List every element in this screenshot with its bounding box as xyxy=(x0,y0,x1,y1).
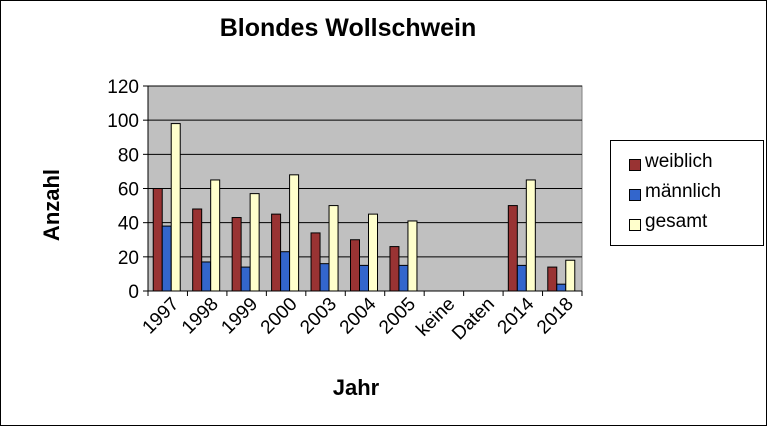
y-tick-label: 120 xyxy=(107,77,139,98)
bar-mnnlich xyxy=(556,283,567,292)
bar-mnnlich xyxy=(201,261,212,292)
bar-gesamt xyxy=(368,213,378,292)
y-tick-label: 60 xyxy=(118,180,139,201)
bar-weiblich xyxy=(547,266,558,292)
x-tick-label: 1999 xyxy=(217,294,262,339)
legend-label: gesamt xyxy=(645,211,708,232)
bar-gesamt xyxy=(565,259,576,292)
bar-mnnlich xyxy=(240,266,251,292)
bar-gesamt xyxy=(328,205,339,292)
legend-swatch xyxy=(629,219,641,231)
legend-swatch xyxy=(629,189,641,201)
x-tick-label: 2000 xyxy=(257,294,302,339)
bar-gesamt xyxy=(525,179,536,292)
bar-mnnlich xyxy=(516,264,527,292)
bar-mnnlich xyxy=(280,251,291,292)
y-tick-label: 20 xyxy=(118,248,139,269)
x-tick-label: Daten xyxy=(448,294,499,345)
bar-gesamt xyxy=(407,220,418,292)
y-tick-label: 80 xyxy=(118,145,139,166)
bar-weiblich xyxy=(389,246,400,292)
x-tick-label: 1998 xyxy=(178,294,223,339)
x-tick-label: 2005 xyxy=(375,294,420,339)
y-tick-label: 100 xyxy=(107,111,139,132)
legend-label: männlich xyxy=(645,181,722,202)
bar-weiblich xyxy=(231,217,242,292)
bar-mnnlich xyxy=(398,264,409,292)
bar-gesamt xyxy=(289,174,300,292)
bar-gesamt xyxy=(170,123,181,292)
y-tick-label: 0 xyxy=(128,282,139,303)
y-tick-label: 40 xyxy=(118,214,139,235)
bar-gesamt xyxy=(249,193,260,292)
bar-weiblich xyxy=(152,188,163,292)
bar-weiblich xyxy=(350,239,360,292)
bar-mnnlich xyxy=(161,225,172,292)
bar-gesamt xyxy=(210,179,221,292)
bar-mnnlich xyxy=(359,264,369,292)
y-axis-label: Anzahl xyxy=(39,168,64,242)
chart-title: Blondes Wollschwein xyxy=(219,14,477,42)
legend-swatch xyxy=(629,159,641,171)
x-tick-label: 2018 xyxy=(533,294,578,339)
bar-weiblich xyxy=(271,213,282,292)
legend: weiblich männlich gesamt xyxy=(610,140,764,246)
legend-label: weiblich xyxy=(645,151,713,172)
bar-weiblich xyxy=(507,205,518,292)
x-tick-label: 2003 xyxy=(296,294,341,339)
x-tick-label: 2004 xyxy=(336,293,381,338)
x-tick-label: 1997 xyxy=(139,294,184,339)
bar-weiblich xyxy=(192,208,203,292)
bar-mnnlich xyxy=(319,263,330,292)
x-axis-label: Jahr xyxy=(332,375,380,400)
bar-weiblich xyxy=(310,232,321,292)
x-tick-label: 2014 xyxy=(494,293,539,338)
